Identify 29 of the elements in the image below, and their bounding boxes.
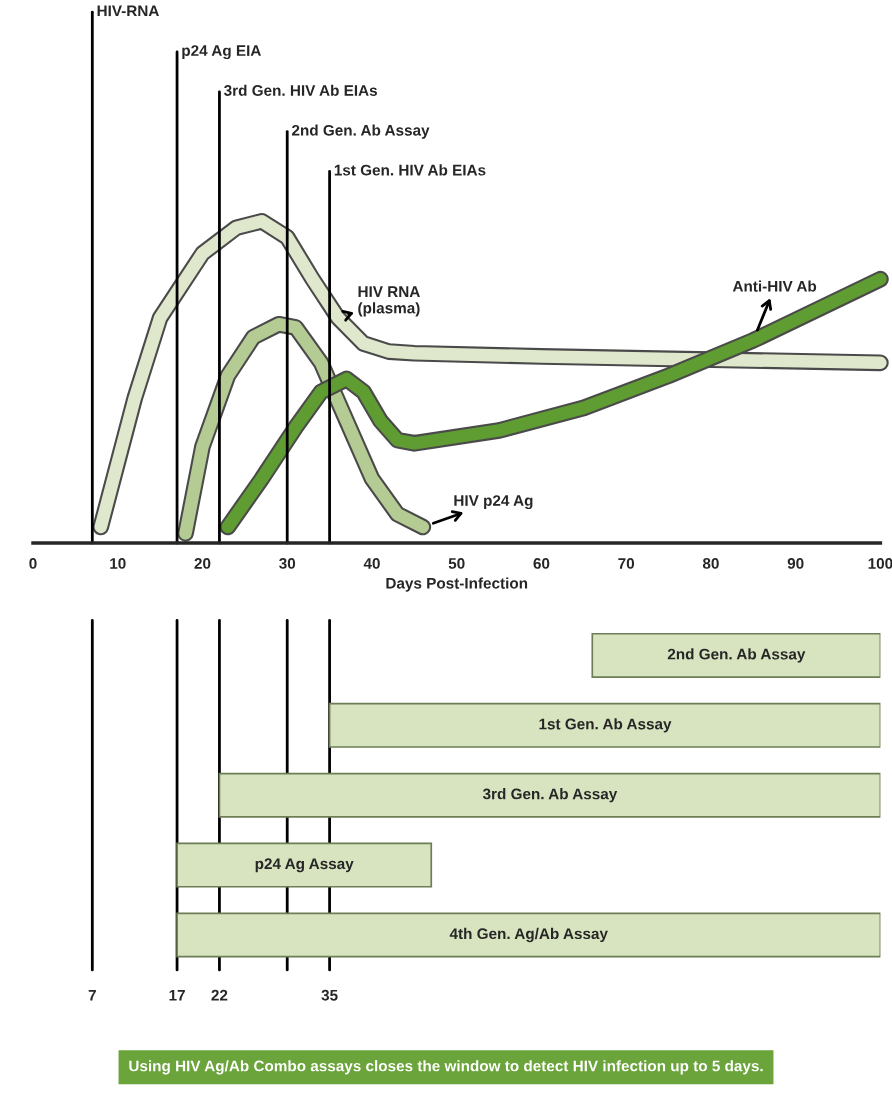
x-tick-label: 80 [702, 558, 719, 569]
text: Using HIV Ag/Ab Combo assays closes the window to detect HIV infection up to 5 days. [129, 1060, 763, 1075]
ref-line-label: 3rd Gen. HIV Ab EIAs [224, 84, 377, 96]
ref-line-label: 2nd Gen. Ab Assay [292, 124, 430, 139]
ref-line-label: HIV-RNA [97, 5, 159, 17]
x-tick-label: 100 [868, 558, 892, 569]
x-tick-label: 60 [533, 558, 550, 569]
x-tick-label: 7 [88, 989, 96, 1001]
x-tick-label: 10 [110, 558, 126, 569]
y-tick-label: 3rd Gen. Ab Assay [482, 788, 618, 803]
x-tick-label: 0 [29, 558, 37, 569]
y-tick-label: p24 Ag Assay [255, 858, 354, 873]
x-tick-label: 90 [787, 558, 804, 569]
x-tick-label: 50 [448, 558, 465, 569]
series-label: Anti-HIV Ab [732, 280, 817, 292]
text: HIV p24 Ag [454, 495, 533, 510]
x-tick-label: 40 [363, 558, 380, 569]
series-label: HIV RNA (plasma) [358, 286, 420, 317]
x-tick-label: 70 [618, 558, 635, 569]
ref-line-label: p24 Ag EIA [182, 45, 261, 60]
y-tick-label: 4th Gen. Ag/Ab Assay [449, 927, 608, 943]
x-tick-label: 35 [321, 989, 338, 1001]
x-tick-label: 17 [169, 989, 185, 1001]
x-tick-label: 22 [211, 989, 228, 1001]
y-tick-label: 1st Gen. Ab Assay [539, 718, 672, 733]
x-tick-label: 20 [194, 558, 211, 569]
ref-line-label: 1st Gen. HIV Ab EIAs [334, 164, 486, 176]
x-tick-label: 30 [279, 558, 296, 569]
x-axis-title: Days Post-Infection [386, 577, 528, 592]
